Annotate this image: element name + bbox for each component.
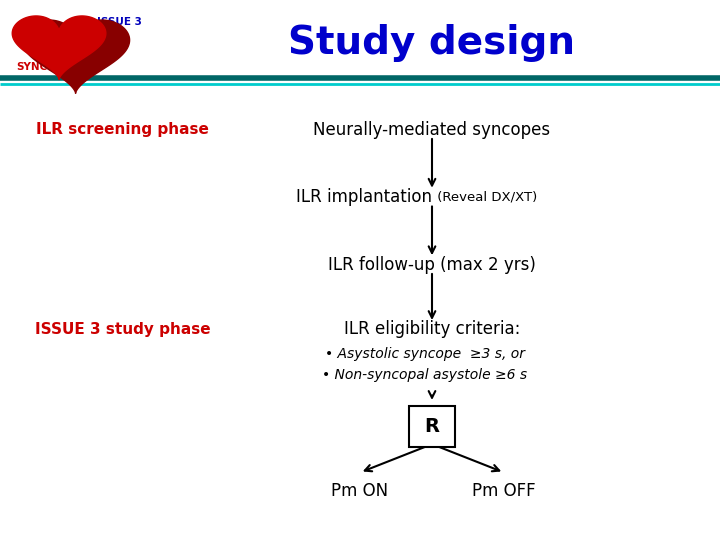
Text: ILR implantation: ILR implantation: [296, 188, 432, 206]
Text: ILR eligibility criteria:: ILR eligibility criteria:: [344, 320, 520, 339]
Text: ILR screening phase: ILR screening phase: [36, 122, 209, 137]
Polygon shape: [12, 16, 106, 79]
Text: SYNCOPE: SYNCOPE: [16, 62, 71, 72]
Text: ILR follow-up (max 2 yrs): ILR follow-up (max 2 yrs): [328, 255, 536, 274]
Text: R: R: [425, 417, 439, 436]
Text: ISSUE 3: ISSUE 3: [97, 17, 142, 26]
Text: Study design: Study design: [289, 24, 575, 62]
FancyBboxPatch shape: [409, 406, 456, 447]
Text: Neurally-mediated syncopes: Neurally-mediated syncopes: [313, 120, 551, 139]
Text: • Non-syncopal asystole ≥6 s: • Non-syncopal asystole ≥6 s: [323, 368, 527, 382]
Text: (Reveal DX/XT): (Reveal DX/XT): [433, 191, 538, 204]
Text: Pm ON: Pm ON: [331, 482, 389, 501]
Text: Pm OFF: Pm OFF: [472, 482, 536, 501]
Polygon shape: [22, 20, 130, 93]
Text: • Asystolic syncope  ≥3 s, or: • Asystolic syncope ≥3 s, or: [325, 347, 525, 361]
Text: ISSUE 3 study phase: ISSUE 3 study phase: [35, 322, 210, 337]
